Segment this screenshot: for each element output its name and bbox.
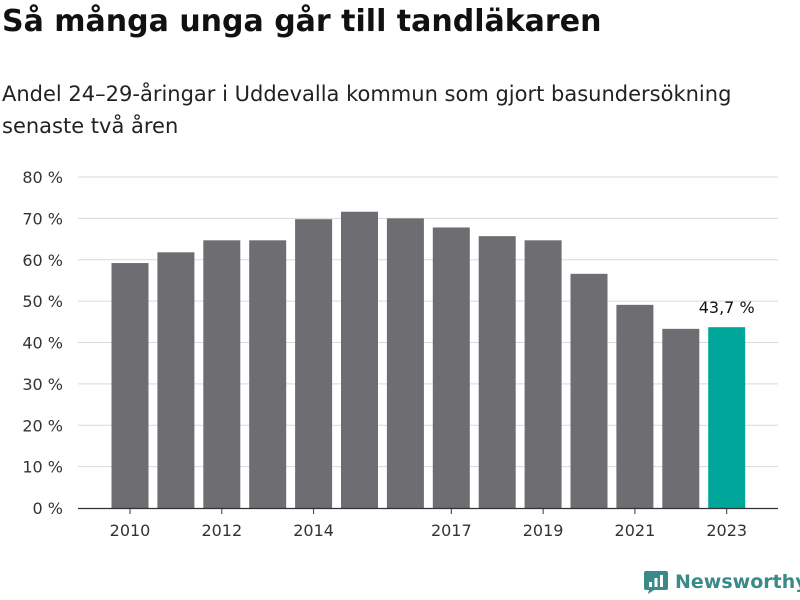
y-tick-label: 10 % [22, 458, 63, 477]
bar-2010 [111, 263, 149, 508]
bar-2019 [524, 240, 562, 508]
y-tick-label: 0 % [33, 499, 63, 518]
bar-2016 [386, 218, 424, 508]
y-tick-label: 80 % [22, 168, 63, 187]
data-label: 43,7 % [699, 298, 755, 317]
bar-2018 [478, 236, 516, 508]
bar-2023 [708, 327, 746, 508]
x-tick-label: 2023 [706, 521, 747, 540]
bar-chart: 0 % 10 % 20 % 30 % 40 % 50 % 60 % 70 % 80 % 2010… [22, 168, 778, 540]
newsworthy-logo-icon [644, 571, 668, 594]
annotations: 43,7 % [699, 298, 755, 317]
chart-title: Så många unga går till tandläkaren [2, 4, 602, 39]
newsworthy-logo: Newsworthy [643, 569, 800, 595]
x-tick-label: 2021 [615, 521, 656, 540]
y-tick-label: 70 % [22, 209, 63, 228]
x-tick-label: 2019 [523, 521, 564, 540]
bar-2021 [616, 304, 654, 508]
chart-subtitle: Andel 24–29-åringar i Uddevalla kommun s… [2, 82, 732, 138]
bar-2020 [570, 273, 608, 508]
y-tick-label: 20 % [22, 416, 63, 435]
bar-2011 [157, 252, 195, 508]
bar-2022 [662, 328, 700, 508]
y-tick-label: 30 % [22, 375, 63, 394]
y-tick-label: 50 % [22, 292, 63, 311]
bar-2012 [203, 240, 241, 508]
gridlines [78, 176, 778, 468]
bar-2017 [432, 227, 470, 509]
y-tick-label: 60 % [22, 251, 63, 270]
x-tick-label: 2017 [431, 521, 472, 540]
x-tick-label: 2010 [110, 521, 151, 540]
x-tick-label: 2012 [201, 521, 242, 540]
bar-2014 [295, 219, 333, 508]
bar-2015 [341, 211, 378, 508]
x-axis: 2010 2012 2014 2017 2019 2021 2023 [78, 507, 778, 540]
y-axis-tick-labels: 0 % 10 % 20 % 30 % 40 % 50 % 60 % 70 % 80 % [22, 168, 63, 518]
bar-2013 [249, 240, 287, 508]
bars [111, 211, 746, 509]
x-tick-label: 2014 [293, 521, 334, 540]
brand-name: Newsworthy [675, 571, 800, 593]
y-tick-label: 40 % [22, 334, 63, 353]
